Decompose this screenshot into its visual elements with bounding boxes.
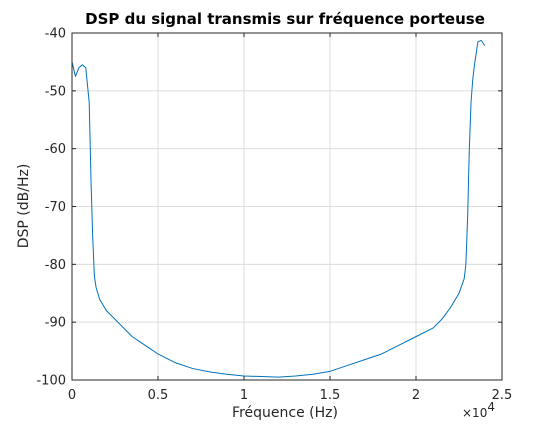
y-axis-label: DSP (dB/Hz) <box>16 164 32 249</box>
x-tick-label: 1.5 <box>320 388 341 403</box>
y-tick-label: -90 <box>45 316 66 331</box>
y-tick-label: -60 <box>45 142 66 157</box>
x-tick-label: 1 <box>240 388 248 403</box>
chart-title: DSP du signal transmis sur fréquence por… <box>85 10 485 28</box>
y-tick-label: -50 <box>45 84 66 99</box>
y-tick-label: -80 <box>45 258 66 273</box>
series-group <box>71 40 486 378</box>
x-exponent-base: ×10 <box>462 406 487 420</box>
y-tick-label: -100 <box>36 374 66 389</box>
x-tick-label: 2 <box>412 388 420 403</box>
y-tick-label: -40 <box>45 27 66 42</box>
x-tick-label: 0.5 <box>148 388 169 403</box>
x-axis-label: Fréquence (Hz) <box>232 405 338 421</box>
x-tick-label: 0 <box>68 388 76 403</box>
y-tick-label: -70 <box>45 200 66 215</box>
x-exponent-power: 4 <box>487 400 495 414</box>
x-axis-exponent: ×104 <box>462 400 495 420</box>
grid <box>72 33 502 380</box>
ticks: 0 0.5 1 1.5 2 2.5 -100 -90 -80 -70 -60 -50 -40 <box>36 27 512 404</box>
series-line <box>71 40 486 378</box>
x-tick-label: 2.5 <box>492 388 513 403</box>
